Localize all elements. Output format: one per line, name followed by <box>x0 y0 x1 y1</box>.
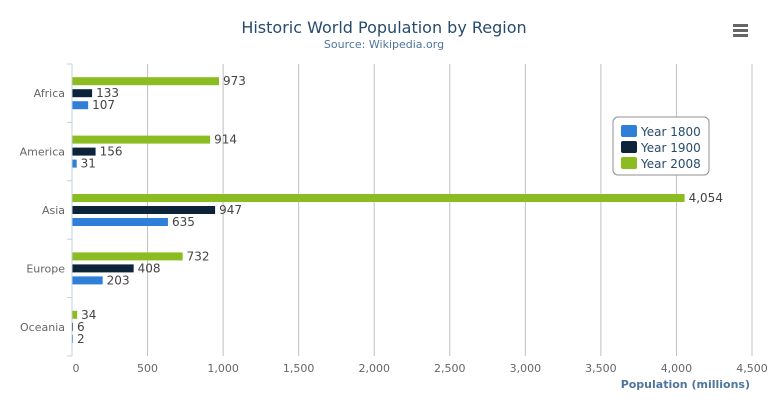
legend-label: Year 1800 <box>640 125 701 139</box>
category-label: America <box>20 146 65 159</box>
legend-item[interactable]: Year 2008 <box>621 157 701 171</box>
category-label: Oceania <box>20 321 65 334</box>
bar[interactable] <box>72 101 89 110</box>
bar[interactable] <box>72 135 211 144</box>
data-label: 914 <box>214 133 237 147</box>
x-tick-label: 3,000 <box>510 362 542 375</box>
legend-label: Year 2008 <box>640 157 701 171</box>
x-tick-label: 0 <box>73 362 80 375</box>
data-label: 947 <box>219 203 242 217</box>
data-label: 31 <box>81 157 96 171</box>
x-tick-label: 1,500 <box>283 362 315 375</box>
data-label: 4,054 <box>689 191 723 205</box>
data-label: 34 <box>81 308 96 322</box>
x-tick-label: 2,500 <box>434 362 466 375</box>
legend: Year 1800 Year 1900 Year 2008 <box>612 116 710 176</box>
data-label: 156 <box>100 145 123 159</box>
bar[interactable] <box>72 310 78 319</box>
x-tick-label: 500 <box>137 362 158 375</box>
legend-item[interactable]: Year 1800 <box>621 125 701 139</box>
bars <box>72 77 685 343</box>
grid <box>147 64 753 356</box>
bar[interactable] <box>72 147 96 156</box>
legend-swatch <box>621 125 637 137</box>
data-label: 635 <box>172 215 195 229</box>
bar[interactable] <box>72 218 168 226</box>
bar[interactable] <box>72 206 216 214</box>
category-label: Europe <box>26 262 65 275</box>
legend-item[interactable]: Year 1900 <box>621 141 701 155</box>
hamburger-menu-icon[interactable] <box>730 20 752 40</box>
bar[interactable] <box>72 77 220 86</box>
x-tick-label: 2,000 <box>358 362 390 375</box>
bar[interactable] <box>72 252 183 261</box>
data-label: 203 <box>107 273 130 287</box>
data-label: 408 <box>138 261 161 275</box>
data-label: 107 <box>92 98 115 112</box>
category-label: Asia <box>42 204 65 217</box>
chart-subtitle: Source: Wikipedia.org <box>324 38 444 51</box>
legend-swatch <box>621 141 637 153</box>
x-tick-label: 1,000 <box>207 362 239 375</box>
axes: 0 500 1,000 1,500 2,000 2,500 3,000 3,500 4,000 4… <box>20 63 768 375</box>
x-tick-label: 4,500 <box>736 362 768 375</box>
legend-label: Year 1900 <box>640 141 701 155</box>
data-label: 6 <box>77 320 85 334</box>
data-label: 973 <box>223 74 246 88</box>
x-tick-label: 4,000 <box>661 362 693 375</box>
data-label: 2 <box>77 332 85 346</box>
data-label: 133 <box>96 86 119 100</box>
bar[interactable] <box>72 89 93 98</box>
chart-title: Historic World Population by Region <box>241 18 526 37</box>
data-label: 732 <box>187 249 210 263</box>
bar[interactable] <box>72 159 77 168</box>
axis-title: Population (millions) <box>621 378 750 391</box>
category-label: Africa <box>34 87 65 100</box>
bar[interactable] <box>72 194 685 202</box>
bar[interactable] <box>72 264 134 273</box>
x-tick-label: 3,500 <box>585 362 617 375</box>
bar[interactable] <box>72 276 103 285</box>
legend-swatch <box>621 157 637 169</box>
